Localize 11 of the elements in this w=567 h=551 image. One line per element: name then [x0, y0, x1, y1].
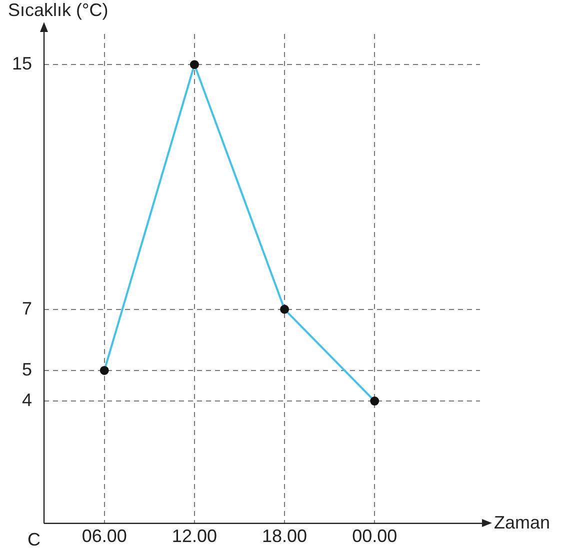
- y-tick-label: 4: [22, 390, 32, 410]
- x-axis-title: Zaman: [494, 512, 550, 532]
- x-tick-label: 00.00: [352, 526, 398, 546]
- text: C: [28, 529, 41, 550]
- y-tick-label: 5: [22, 359, 32, 380]
- y-tick-label: 15: [12, 54, 32, 74]
- x-tick-label: 12.00: [172, 526, 217, 546]
- y-axis-title: Sıcaklık (°C): [8, 0, 108, 20]
- y-tick-label: 7: [22, 298, 32, 318]
- x-tick-label: 06.00: [82, 526, 127, 546]
- x-tick-label: 18.00: [262, 526, 308, 546]
